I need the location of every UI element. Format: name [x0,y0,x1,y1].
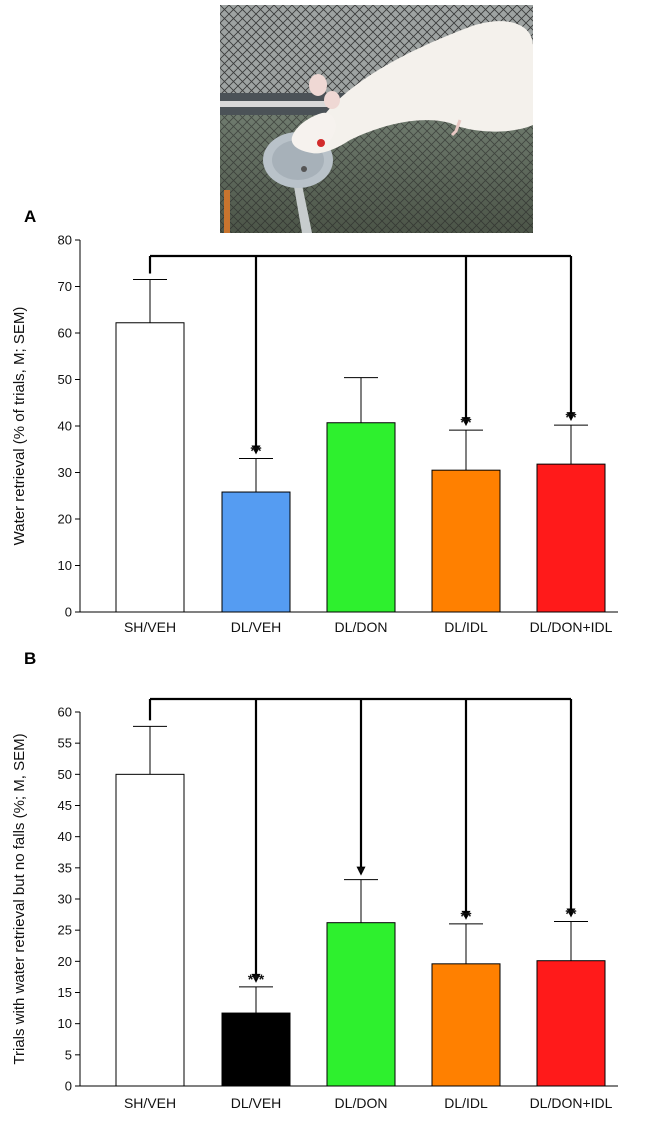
y-tick-label: 30 [58,465,72,480]
y-axis-title: Trials with water retrieval but no falls… [11,733,28,1064]
significance-label: *** [248,971,265,987]
y-tick-label: 45 [58,798,72,813]
comparison-arrowhead [251,973,261,983]
y-tick-label: 35 [58,860,72,875]
bar [326,422,396,613]
category-label: DL/DON [335,1095,388,1111]
panel-letter: A [24,207,36,226]
significance-label: * [358,864,364,880]
y-tick-label: 0 [65,1079,72,1094]
comparison-arrowhead [566,412,576,422]
y-tick-label: 55 [58,736,72,751]
y-tick-label: 40 [58,829,72,844]
comparison-arrowhead [461,910,471,920]
category-label: SH/VEH [124,1095,176,1111]
bar [326,922,396,1087]
category-label: DL/VEH [231,619,282,635]
category-label: DL/DON+IDL [530,1095,613,1111]
bar [536,960,606,1087]
comparison-arrowhead [356,866,366,876]
category-label: DL/DON [335,619,388,635]
y-tick-label: 30 [58,892,72,907]
y-tick-label: 25 [58,923,72,938]
category-label: DL/VEH [231,1095,282,1111]
significance-label: ** [461,414,472,430]
y-tick-label: 20 [58,512,72,527]
y-tick-label: 15 [58,985,72,1000]
significance-label: ** [461,908,472,924]
chart-a: A 0 10 20 30 40 50 60 70 80 Water retrieval (% of … [11,207,618,635]
y-tick-label: 80 [58,233,72,248]
bar [431,963,501,1087]
rat-photo [220,5,533,233]
y-axis-title: Water retrieval (% of trials, M; SEM) [11,307,28,546]
y-tick-label: 20 [58,954,72,969]
y-tick-label: 10 [58,558,72,573]
bar [115,322,185,613]
bar [221,491,291,613]
bar [536,463,606,613]
y-tick-label: 40 [58,419,72,434]
comparison-arrowhead [461,417,471,427]
y-tick-label: 5 [65,1047,72,1062]
y-tick-label: 70 [58,279,72,294]
significance-label: ** [251,443,262,459]
panel-letter: B [24,650,36,668]
comparison-arrowhead [251,445,261,455]
significance-label: ** [566,409,577,425]
chart-b: B 0 5 10 15 20 25 30 35 40 45 50 55 60 Trials with wat… [11,650,618,1111]
y-tick-label: 50 [58,767,72,782]
significance-label: ** [566,905,577,921]
y-tick-label: 60 [58,705,72,720]
category-label: DL/IDL [444,1095,488,1111]
y-tick-label: 10 [58,1016,72,1031]
bar [115,773,185,1087]
y-tick-label: 50 [58,372,72,387]
category-label: DL/DON+IDL [530,619,613,635]
category-label: DL/IDL [444,619,488,635]
comparison-arrowhead [566,908,576,918]
y-tick-label: 0 [65,605,72,620]
rat-photo-illustration [220,5,533,233]
bar [221,1012,291,1087]
y-tick-label: 60 [58,326,72,341]
category-label: SH/VEH [124,619,176,635]
bar [431,469,501,613]
